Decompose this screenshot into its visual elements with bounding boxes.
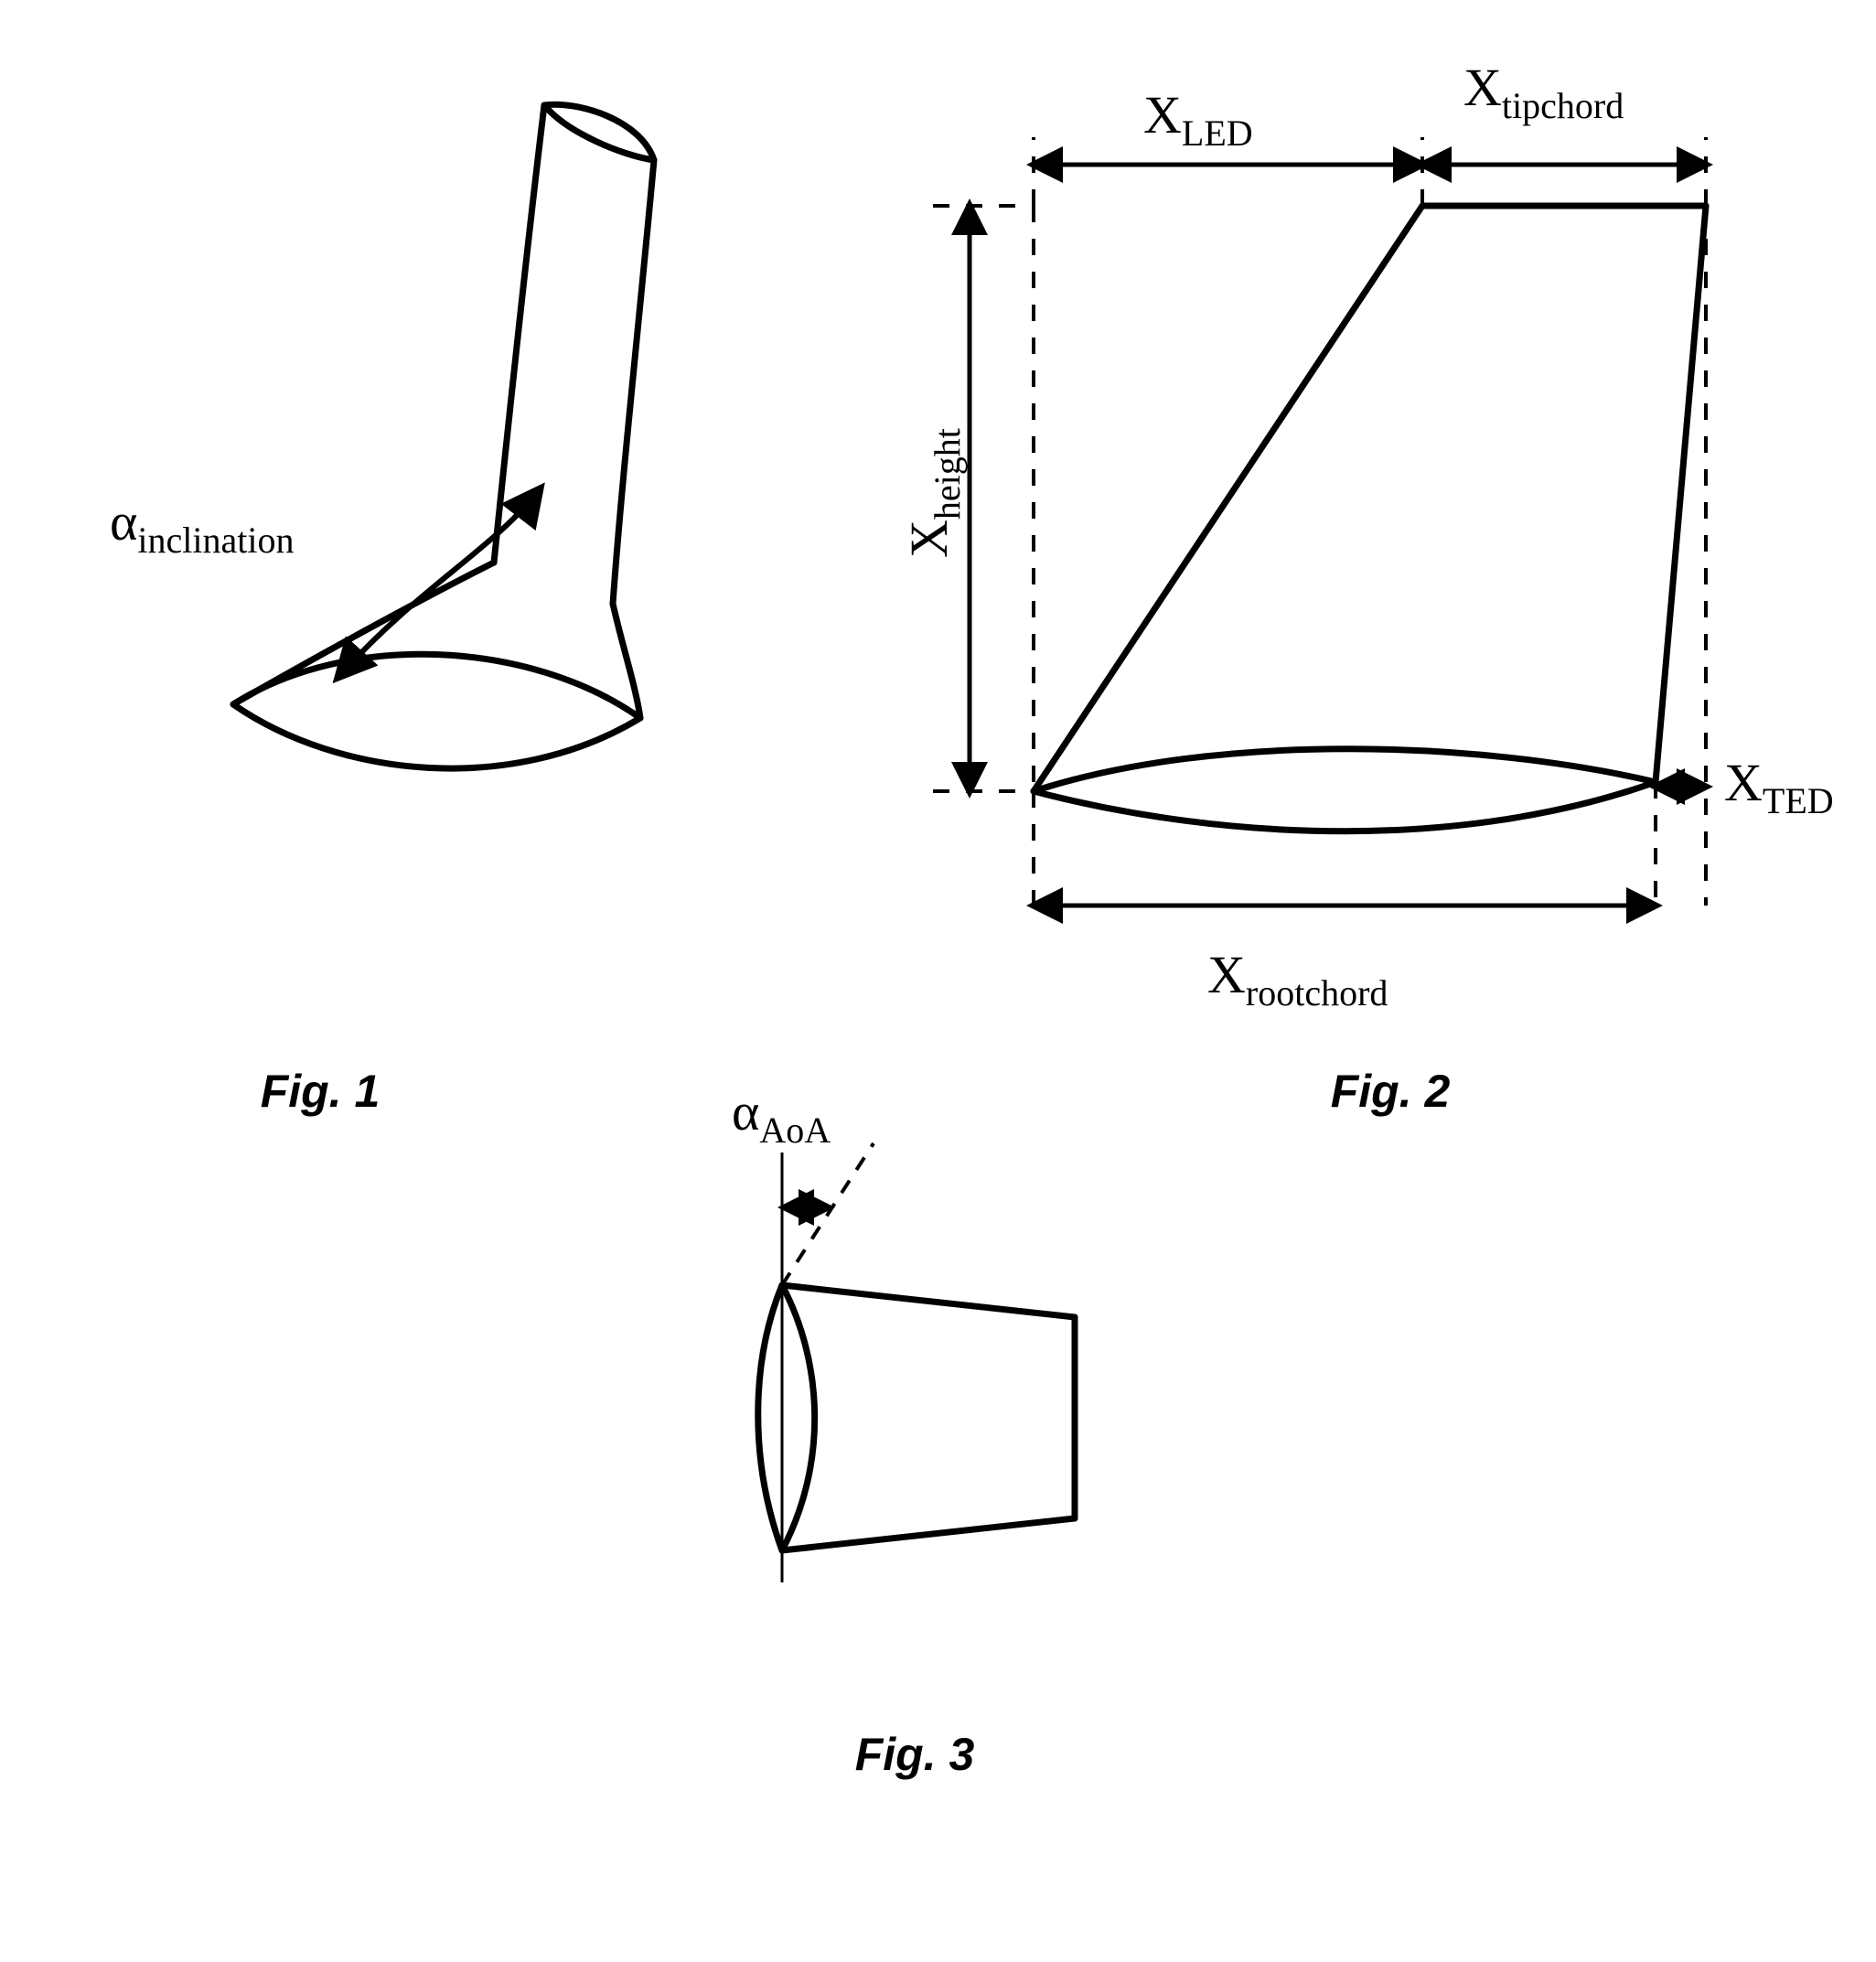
fig2-guides xyxy=(933,137,1706,906)
fig1-angle-arc xyxy=(338,489,540,677)
fig2-label-tipchord: Xtipchord xyxy=(1463,58,1624,126)
fig1-caption: Fig. 1 xyxy=(261,1066,381,1117)
fig2-label-ted: XTED xyxy=(1724,753,1834,821)
fig2-label-rootchord: Xrootchord xyxy=(1207,945,1388,1013)
fig2-label-height: Xheight xyxy=(899,428,968,558)
fig2-caption: Fig. 2 xyxy=(1331,1066,1451,1117)
fig2-label-led: XLED xyxy=(1143,85,1253,154)
fig3-outline xyxy=(758,1285,1075,1550)
fig2-dimensions xyxy=(970,165,1706,906)
fig3: αAoA Fig. 3 xyxy=(732,1082,1075,1780)
fig1-label: αinclination xyxy=(110,492,294,561)
fig1: αinclination Fig. 1 xyxy=(110,104,654,1117)
fig1-shape xyxy=(233,104,654,768)
fig2-outline xyxy=(1034,206,1706,831)
fig3-aoa-line xyxy=(782,1143,874,1285)
fig3-label: αAoA xyxy=(732,1082,831,1151)
fig3-caption: Fig. 3 xyxy=(855,1729,975,1780)
fig2: XLED Xtipchord Xheight XTED Xrootchord F… xyxy=(899,58,1834,1117)
